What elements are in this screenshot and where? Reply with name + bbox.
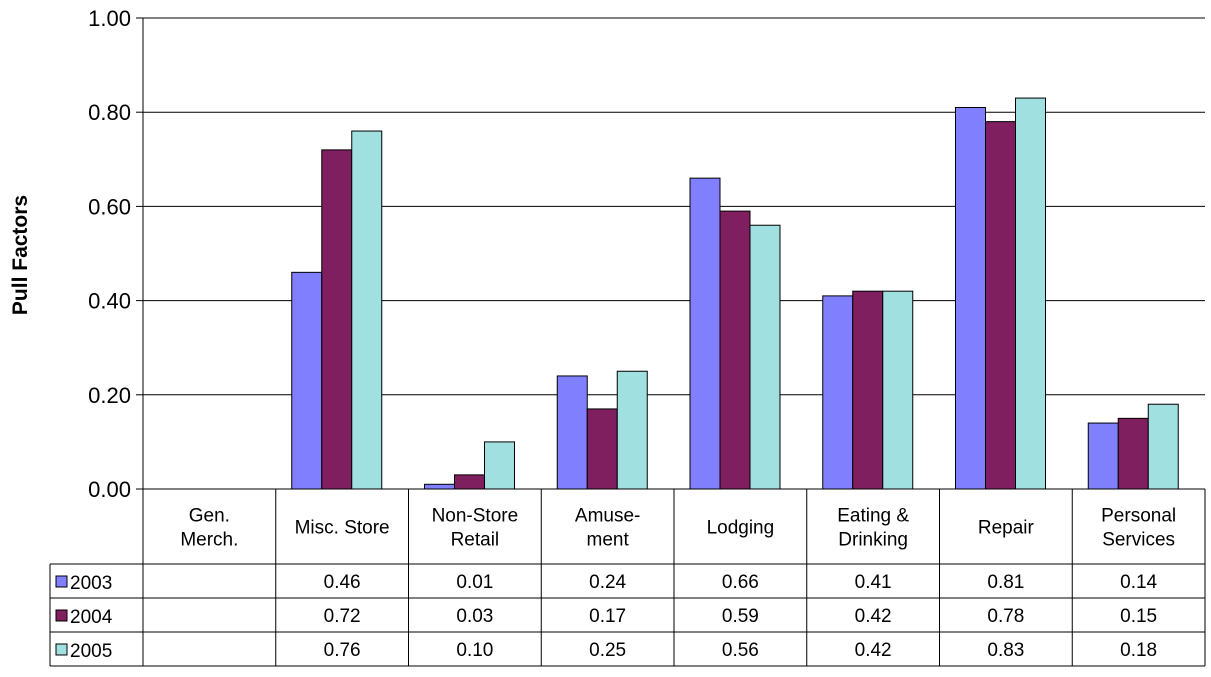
legend-key-2003 [55,575,68,588]
table-cell-value: 0.76 [324,640,361,661]
category-label: Services [1102,530,1175,551]
table-cell-value: 0.42 [855,640,892,661]
category-label: Personal [1101,506,1176,527]
bar-2005-1 [351,130,383,490]
y-tick-label: 0.60 [88,194,131,219]
category-label: ment [587,530,630,551]
bar-2004-1 [321,149,353,490]
legend-key-2005 [55,643,68,656]
category-label: Lodging [707,518,775,539]
table-cell-value: 0.15 [1120,606,1157,627]
bar-2005-3 [616,370,648,490]
y-tick-label: 0.00 [88,477,131,502]
bar-2003-3 [556,375,588,490]
table-cell-value: 0.14 [1120,572,1157,593]
y-tick-label: 0.20 [88,383,131,408]
table-cell-value: 0.17 [589,606,626,627]
bar-2004-3 [586,408,618,490]
series-name-2005: 2005 [70,641,112,662]
category-label: Drinking [838,530,908,551]
table-cell-value: 0.56 [722,640,759,661]
bar-2003-1 [291,271,323,490]
table-cell-value: 0.41 [855,572,892,593]
table-cell-value: 0.72 [324,606,361,627]
bar-2005-4 [749,224,781,490]
y-tick-label: 0.40 [88,289,131,314]
table-cell-value: 0.24 [589,572,626,593]
table-cell-value: 0.66 [722,572,759,593]
bar-2003-6 [955,106,986,490]
bar-2003-7 [1087,422,1119,490]
bar-2005-5 [882,290,914,490]
table-cell-value: 0.59 [722,606,759,627]
category-label: Eating & [837,506,909,527]
table-cell-value: 0.42 [855,606,892,627]
bar-2004-6 [985,121,1016,490]
bar-2004-4 [719,210,751,490]
bar-2003-5 [822,295,854,490]
bar-2005-6 [1015,97,1046,490]
table-cell-value: 0.03 [456,606,493,627]
legend-key-2004 [55,609,68,622]
category-label: Amuse- [575,506,640,527]
table-cell-value: 0.25 [589,640,626,661]
table-cell-value: 0.10 [456,640,493,661]
category-label: Gen. [189,506,230,527]
bar-2003-2 [424,483,455,490]
table-cell-value: 0.83 [987,640,1024,661]
category-label: Non-Store [432,506,519,527]
y-axis-label: Pull Factors [9,195,32,315]
data-table: Gen. Merch. Misc. Store Non-Store Retail Amus… [49,489,1206,667]
table-cell-value: 0.81 [987,572,1024,593]
bar-group [291,97,1179,490]
table-cell-value: 0.18 [1120,640,1157,661]
series-name-2003: 2003 [70,573,112,594]
table-cell-value: 0.78 [987,606,1024,627]
y-tick-label: 1.00 [88,6,131,31]
bar-2004-2 [454,474,485,490]
category-label: Merch. [180,530,238,551]
table-cell-value: 0.46 [324,572,361,593]
bar-2004-7 [1117,417,1149,490]
bar-2004-5 [852,290,884,490]
category-label: Retail [451,530,500,551]
category-label: Repair [978,518,1035,539]
category-label: Misc. Store [295,518,390,539]
series-name-2004: 2004 [70,607,113,628]
table-cell-value: 0.01 [456,572,493,593]
bar-2005-7 [1147,403,1179,490]
bar-2005-2 [484,441,515,490]
bar-2003-4 [689,177,721,490]
y-tick-label: 0.80 [88,100,131,125]
